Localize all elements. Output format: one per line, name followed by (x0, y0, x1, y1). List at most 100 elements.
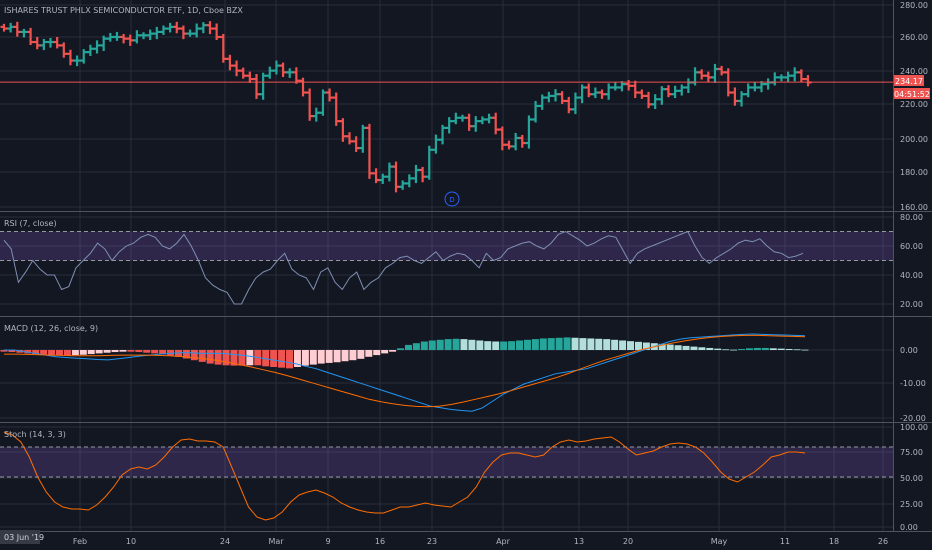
ohlc-bar (518, 134, 526, 148)
macd-histogram-bar (706, 347, 714, 350)
macd-histogram-bar (769, 348, 777, 350)
ohlc-bar (153, 26, 161, 40)
ohlc-bar (206, 21, 214, 35)
ohlc-bar (738, 91, 746, 107)
ohlc-bar (266, 66, 274, 79)
date-badge: 03 Jun '19 (0, 530, 44, 544)
ohlc-bar (233, 60, 241, 77)
ohlc-bar (711, 63, 719, 83)
macd-histogram-bar (206, 350, 214, 364)
ohlc-bar (213, 23, 221, 41)
ohlc-bar (791, 67, 799, 82)
ohlc-bar (252, 74, 260, 99)
macd-histogram-bar (40, 350, 48, 355)
macd-histogram-bar (246, 350, 254, 366)
ohlc-bar (698, 69, 706, 80)
macd-histogram-bar (801, 349, 809, 351)
x-tick-label: 9 (325, 537, 330, 546)
macd-histogram-bar (460, 339, 468, 350)
ohlc-bar (399, 180, 407, 190)
event-marker-label: D (449, 196, 454, 204)
ohlc-bar (525, 115, 533, 149)
x-tick-label: 20 (623, 537, 633, 546)
ohlc-bar (246, 71, 254, 83)
macd-histogram-bar (579, 338, 587, 350)
ohlc-bar (226, 54, 234, 71)
macd-histogram-bar (555, 337, 563, 350)
y-tick-label: 280.00 (900, 1, 928, 10)
ohlc-bar (591, 87, 599, 99)
price-pane: 280.00 260.00 240.00 220.00 200.00 180.00 160.… (0, 1, 928, 212)
ohlc-bar (259, 72, 267, 100)
rsi-pane: 80.00 60.00 40.00 20.00 (0, 213, 923, 309)
macd-histogram-bar (761, 347, 769, 350)
ohlc-bar (186, 29, 194, 37)
ohlc-bar (7, 22, 15, 33)
ohlc-bar (505, 140, 513, 150)
ohlc-bar (86, 44, 94, 57)
ohlc-bar (419, 166, 427, 183)
macd-histogram-bar (603, 339, 611, 350)
ohlc-bar (631, 80, 639, 99)
macd-histogram-bar (753, 347, 761, 350)
ohlc-bar (664, 85, 672, 98)
ohlc-bar (319, 89, 327, 116)
macd-histogram-bar (182, 350, 190, 359)
y-tick-label: 0.00 (900, 346, 918, 355)
ohlc-bar (239, 67, 247, 79)
macd-histogram-bar (365, 350, 373, 357)
y-tick-label: 20.00 (900, 300, 923, 309)
ohlc-bar (425, 145, 433, 180)
ohlc-bar (326, 88, 334, 102)
y-tick-label: 260.00 (900, 33, 928, 42)
ohlc-bar (33, 36, 41, 50)
macd-histogram-bar (349, 350, 357, 361)
macd-histogram-bar (48, 350, 56, 356)
ohlc-bar (478, 116, 486, 125)
ohlc-bar (20, 28, 28, 38)
ohlc-bar (744, 83, 752, 98)
macd-histogram-bar (389, 350, 397, 352)
ohlc-bar (193, 23, 201, 38)
ohlc-bar (465, 113, 473, 131)
ohlc-bar (179, 25, 187, 40)
macd-histogram-bar (515, 340, 523, 350)
macd-pane-title: MACD (12, 26, close, 9) (4, 324, 98, 333)
macd-histogram-bar (547, 338, 555, 350)
ohlc-bar (439, 124, 447, 145)
ohlc-bar (385, 162, 393, 182)
macd-histogram-bar (682, 345, 690, 350)
y-tick-label: 100.00 (900, 423, 928, 432)
stoch-pane-title: Stoch (14, 3, 3) (4, 430, 66, 439)
y-tick-label: 40.00 (900, 271, 923, 280)
ohlc-bar (346, 132, 354, 145)
macd-histogram-bar (8, 350, 16, 353)
macd-histogram-bar (286, 350, 294, 369)
macd-histogram-bar (71, 350, 79, 356)
macd-histogram-bar (563, 337, 571, 350)
macd-histogram-bar (56, 350, 64, 356)
macd-histogram-bar (135, 350, 143, 353)
last-price-box (894, 75, 924, 86)
y-tick-label: 240.00 (900, 67, 928, 76)
macd-histogram-bar (745, 348, 753, 350)
macd-histogram-bar (484, 341, 492, 350)
ohlc-bar (27, 27, 35, 46)
y-tick-label: 160.00 (900, 203, 928, 212)
ohlc-bar (359, 124, 367, 153)
ohlc-bar (306, 88, 314, 121)
y-tick-label: 60.00 (900, 242, 923, 251)
macd-histogram-bar (690, 346, 698, 350)
ohlc-bar (571, 92, 579, 115)
macd-histogram-bar (87, 350, 95, 355)
pane-separators (0, 0, 932, 532)
event-marker[interactable]: D (444, 191, 460, 207)
ohlc-bar (272, 60, 280, 75)
macd-histogram-bar (436, 339, 444, 350)
macd-histogram-bar (428, 340, 436, 350)
ohlc-bar (784, 71, 792, 83)
macd-histogram-bar (738, 348, 746, 350)
ohlc-bar (199, 22, 207, 34)
ohlc-bar (66, 49, 74, 66)
